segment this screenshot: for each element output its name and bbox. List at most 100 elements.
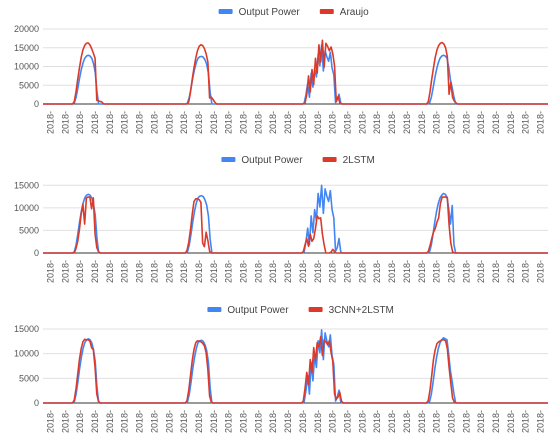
- x-tick-label: 2018-: [45, 111, 55, 134]
- x-tick-label: 2018-: [283, 410, 293, 433]
- x-tick-label: 2018-: [402, 410, 412, 433]
- x-tick-label: 2018-: [298, 111, 308, 134]
- series-line-araujo: [43, 39, 548, 105]
- x-tick-label: 2018-: [372, 410, 382, 433]
- legend-swatch: [308, 307, 323, 312]
- x-tick-label: 2018-: [253, 260, 263, 283]
- x-tick-label: 2018-: [357, 260, 367, 283]
- legend-item: Araujo: [319, 7, 369, 18]
- x-tick-label: 2018-: [372, 111, 382, 134]
- x-tick-label: 2018-: [194, 111, 204, 134]
- legend-label: Output Power: [241, 155, 303, 166]
- x-tick-label: 2018-: [135, 410, 145, 433]
- x-tick-label: 2018-: [179, 111, 189, 134]
- legend-swatch: [322, 157, 337, 162]
- x-tick-label: 2018-: [239, 410, 249, 433]
- legend-item: 2LSTM: [322, 155, 375, 166]
- x-tick-label: 2018-: [105, 410, 115, 433]
- x-tick-label: 2018-: [342, 410, 352, 433]
- y-tick-label: 10000: [14, 62, 39, 72]
- x-tick-label: 2018-: [268, 111, 278, 134]
- x-tick-label: 2018-: [536, 260, 546, 283]
- x-tick-label: 2018-: [328, 410, 338, 433]
- y-tick-label: 15000: [14, 324, 39, 334]
- y-tick-label: 15000: [14, 43, 39, 53]
- x-tick-label: 2018-: [298, 410, 308, 433]
- x-tick-label: 2018-: [342, 260, 352, 283]
- x-tick-label: 2018-: [209, 410, 219, 433]
- x-tick-label: 2018-: [313, 260, 323, 283]
- x-tick-label: 2018-: [164, 410, 174, 433]
- x-tick-label: 2018-: [194, 410, 204, 433]
- legend-label: 2LSTM: [343, 155, 375, 166]
- x-tick-label: 2018-: [164, 111, 174, 134]
- x-tick-label: 2018-: [135, 260, 145, 283]
- x-tick-label: 2018-: [357, 111, 367, 134]
- x-tick-label: 2018-: [60, 410, 70, 433]
- x-tick-label: 2018-: [417, 410, 427, 433]
- x-tick-label: 2018-: [432, 410, 442, 433]
- y-tick-label: 0: [34, 398, 39, 408]
- x-tick-label: 2018-: [313, 111, 323, 134]
- x-tick-label: 2018-: [521, 260, 531, 283]
- y-tick-label: 5000: [19, 225, 39, 235]
- y-tick-label: 0: [34, 99, 39, 109]
- x-tick-label: 2018-: [461, 260, 471, 283]
- x-tick-label: 2018-: [239, 260, 249, 283]
- x-tick-label: 2018-: [283, 111, 293, 134]
- x-tick-label: 2018-: [387, 410, 397, 433]
- legend-label: Araujo: [340, 7, 369, 18]
- x-tick-label: 2018-: [521, 111, 531, 134]
- x-tick-label: 2018-: [60, 260, 70, 283]
- x-tick-label: 2018-: [461, 410, 471, 433]
- x-tick-label: 2018-: [179, 410, 189, 433]
- x-tick-label: 2018-: [164, 260, 174, 283]
- x-tick-label: 2018-: [521, 410, 531, 433]
- x-tick-label: 2018-: [536, 111, 546, 134]
- x-tick-label: 2018-: [75, 111, 85, 134]
- x-tick-label: 2018-: [224, 111, 234, 134]
- x-tick-label: 2018-: [506, 260, 516, 283]
- x-tick-label: 2018-: [417, 260, 427, 283]
- x-tick-label: 2018-: [387, 260, 397, 283]
- x-tick-label: 2018-: [268, 260, 278, 283]
- x-tick-label: 2018-: [75, 410, 85, 433]
- x-tick-label: 2018-: [239, 111, 249, 134]
- chart-panel-3: 0 5000 10000 15000 2018- 2018- 2018- 2018- 2018-…: [14, 305, 548, 433]
- legend-item: 3CNN+2LSTM: [308, 305, 394, 316]
- x-tick-label: 2018-: [224, 260, 234, 283]
- x-tick-label: 2018-: [149, 410, 159, 433]
- x-tick-label: 2018-: [298, 260, 308, 283]
- x-tick-label: 2018-: [417, 111, 427, 134]
- series-line-3cnn-2lstm: [43, 336, 548, 404]
- series-line-output-power: [43, 329, 548, 404]
- x-tick-label: 2018-: [461, 111, 471, 134]
- x-tick-label: 2018-: [432, 111, 442, 134]
- legend-item: Output Power: [207, 305, 289, 316]
- legend-label: Output Power: [239, 7, 301, 18]
- x-tick-label: 2018-: [506, 410, 516, 433]
- x-tick-label: 2018-: [328, 260, 338, 283]
- x-tick-label: 2018-: [328, 111, 338, 134]
- x-tick-label: 2018-: [491, 260, 501, 283]
- x-tick-label: 2018-: [446, 111, 456, 134]
- chart-panel-2: 0 5000 10000 15000 2018- 2018- 2018- 2018- 2018-…: [14, 155, 548, 283]
- x-tick-label: 2018-: [402, 111, 412, 134]
- y-tick-label: 15000: [14, 180, 39, 190]
- series-line-2lstm: [43, 196, 548, 254]
- y-tick-label: 10000: [14, 203, 39, 213]
- x-tick-label: 2018-: [536, 410, 546, 433]
- x-tick-label: 2018-: [387, 111, 397, 134]
- x-tick-label: 2018-: [45, 410, 55, 433]
- legend-swatch: [221, 157, 236, 162]
- legend-swatch: [319, 9, 334, 14]
- x-tick-label: 2018-: [253, 111, 263, 134]
- x-tick-label: 2018-: [45, 260, 55, 283]
- y-tick-label: 10000: [14, 349, 39, 359]
- chart-panel-1: 0 5000 10000 15000 20000 2018- 2018- 2018- 2018-…: [14, 7, 548, 134]
- x-tick-label: 2018-: [90, 111, 100, 134]
- x-tick-label: 2018-: [135, 111, 145, 134]
- x-tick-label: 2018-: [313, 410, 323, 433]
